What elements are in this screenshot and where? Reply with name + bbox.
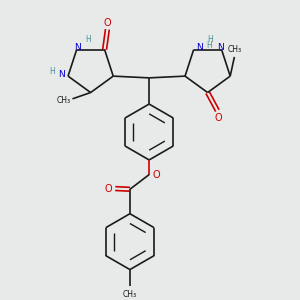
Text: H: H bbox=[206, 41, 212, 50]
Text: N: N bbox=[58, 70, 65, 79]
Text: H: H bbox=[85, 35, 91, 44]
Text: O: O bbox=[152, 169, 160, 180]
Text: CH₃: CH₃ bbox=[228, 45, 242, 54]
Text: O: O bbox=[103, 18, 111, 28]
Text: H: H bbox=[50, 68, 55, 76]
Text: H: H bbox=[208, 35, 213, 44]
Text: CH₃: CH₃ bbox=[57, 96, 71, 105]
Text: O: O bbox=[214, 113, 222, 123]
Text: N: N bbox=[218, 43, 224, 52]
Text: N: N bbox=[74, 43, 81, 52]
Text: O: O bbox=[104, 184, 112, 194]
Text: CH₃: CH₃ bbox=[123, 290, 137, 298]
Text: N: N bbox=[196, 43, 203, 52]
